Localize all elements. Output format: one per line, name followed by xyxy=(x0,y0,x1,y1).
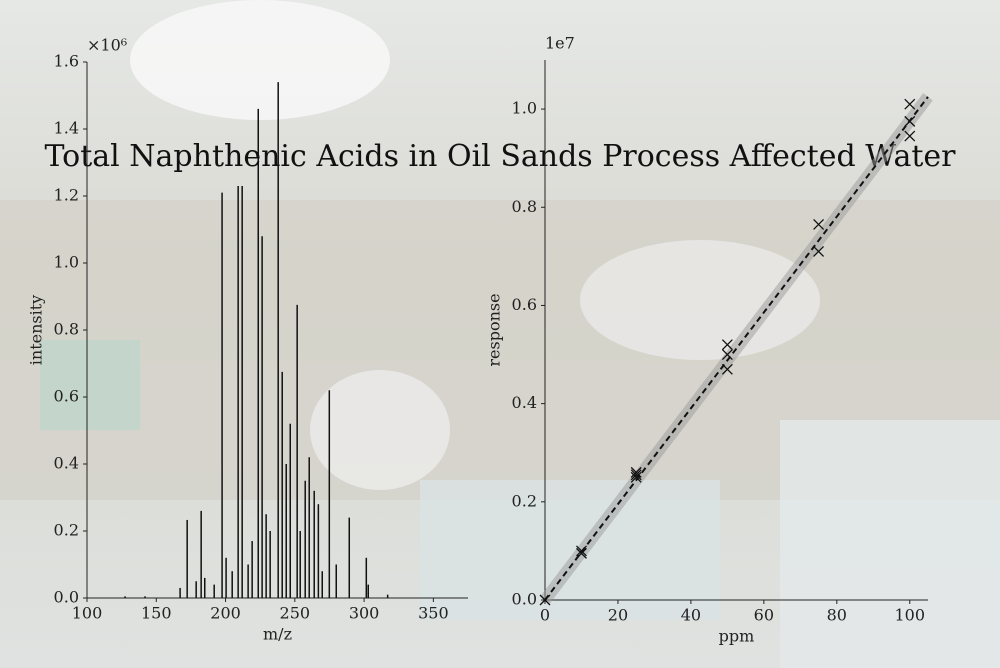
x-axis-label: ppm xyxy=(719,627,755,646)
y-tick-label: 0.2 xyxy=(512,491,537,510)
x-tick-label: 100 xyxy=(72,604,103,623)
x-tick-label: 0 xyxy=(540,606,550,625)
point xyxy=(630,466,642,478)
y-tick-label: 0.6 xyxy=(54,387,79,406)
y-multiplier: 1e7 xyxy=(545,34,575,53)
point xyxy=(576,547,587,559)
fit-line xyxy=(544,96,929,601)
y-tick-label: 0.4 xyxy=(54,454,79,473)
y-tick-label: 1.2 xyxy=(54,186,79,205)
y-tick-label: 0.4 xyxy=(512,393,537,412)
x-axis-label: m/z xyxy=(263,625,292,644)
y-tick-label: 0.8 xyxy=(54,320,79,339)
x-tick-label: 60 xyxy=(754,606,774,625)
y-tick-label: 0.6 xyxy=(512,295,537,314)
y-tick-label: 0.0 xyxy=(512,590,537,609)
point xyxy=(721,339,733,351)
point xyxy=(813,245,825,257)
y-tick-label: 1.0 xyxy=(512,99,537,118)
point xyxy=(721,349,733,361)
y-tick-label: 0.8 xyxy=(512,197,537,216)
x-tick-label: 40 xyxy=(681,606,701,625)
point xyxy=(904,130,916,142)
page-title: Total Naphthenic Acids in Oil Sands Proc… xyxy=(44,139,956,174)
x-tick-label: 100 xyxy=(894,606,925,625)
x-tick-label: 80 xyxy=(827,606,847,625)
x-tick-label: 300 xyxy=(349,604,380,623)
x-tick-label: 250 xyxy=(280,604,311,623)
point xyxy=(904,98,916,110)
point xyxy=(576,545,587,557)
point xyxy=(539,594,551,606)
point xyxy=(630,469,642,481)
y-tick-label: 0.0 xyxy=(54,588,79,607)
y-axis-label: intensity xyxy=(27,295,46,365)
y-tick-label: 0.2 xyxy=(54,521,79,540)
x-tick-label: 350 xyxy=(418,604,449,623)
point xyxy=(721,363,733,375)
y-tick-label: 1.6 xyxy=(54,52,79,71)
y-axis-label: response xyxy=(485,293,504,366)
x-tick-label: 200 xyxy=(210,604,241,623)
y-multiplier: ×10⁶ xyxy=(87,36,127,55)
point xyxy=(813,218,825,230)
y-tick-label: 1.0 xyxy=(54,253,79,272)
point xyxy=(630,471,642,483)
point xyxy=(904,115,916,127)
x-tick-label: 150 xyxy=(141,604,172,623)
x-tick-label: 20 xyxy=(608,606,628,625)
y-tick-label: 1.4 xyxy=(54,119,79,138)
